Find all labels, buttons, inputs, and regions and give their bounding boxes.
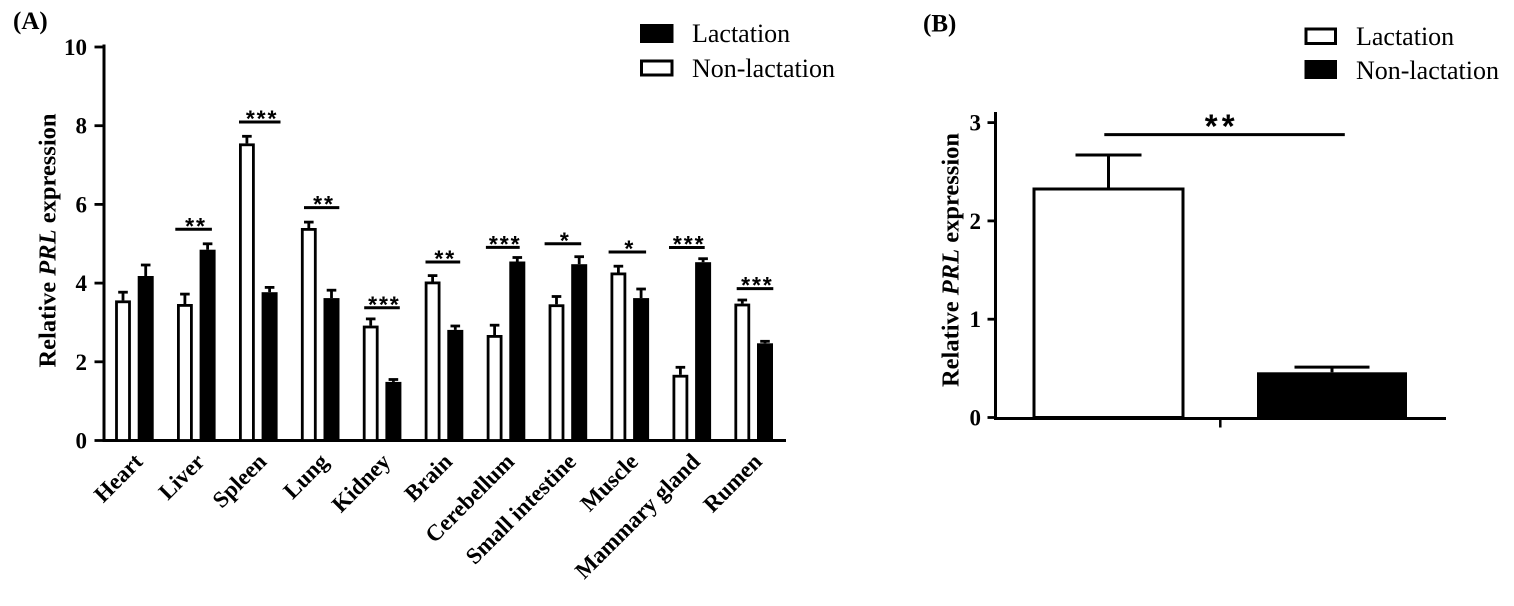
- svg-text:Relative PRL expression: Relative PRL expression: [938, 133, 965, 387]
- svg-text:Non-lactation: Non-lactation: [1356, 56, 1499, 85]
- svg-text:2: 2: [970, 209, 982, 234]
- svg-text:0: 0: [76, 429, 88, 454]
- svg-text:4: 4: [76, 271, 88, 296]
- svg-text:10: 10: [64, 35, 87, 60]
- svg-text:***: ***: [368, 291, 401, 317]
- svg-text:Lactation: Lactation: [1356, 22, 1454, 51]
- svg-text:***: ***: [741, 272, 774, 298]
- svg-text:*: *: [560, 227, 571, 253]
- svg-text:Relative PRL expression: Relative PRL expression: [35, 113, 62, 367]
- svg-text:1: 1: [970, 307, 982, 332]
- svg-text:**: **: [434, 246, 456, 272]
- svg-text:*: *: [624, 236, 635, 262]
- svg-text:3: 3: [970, 111, 982, 136]
- svg-text:6: 6: [76, 192, 88, 217]
- svg-text:Non-lactation: Non-lactation: [692, 54, 835, 83]
- svg-text:***: ***: [673, 231, 706, 257]
- svg-text:2: 2: [76, 350, 88, 375]
- svg-text:***: ***: [246, 106, 279, 132]
- svg-text:***: ***: [489, 231, 522, 257]
- svg-text:(B): (B): [923, 11, 956, 38]
- svg-text:0: 0: [970, 406, 982, 431]
- svg-text:**: **: [185, 213, 207, 239]
- svg-text:**: **: [313, 191, 335, 217]
- svg-text:**: **: [1205, 108, 1239, 145]
- svg-text:Lactation: Lactation: [692, 19, 790, 48]
- svg-text:8: 8: [76, 114, 88, 139]
- svg-text:(A): (A): [13, 8, 48, 35]
